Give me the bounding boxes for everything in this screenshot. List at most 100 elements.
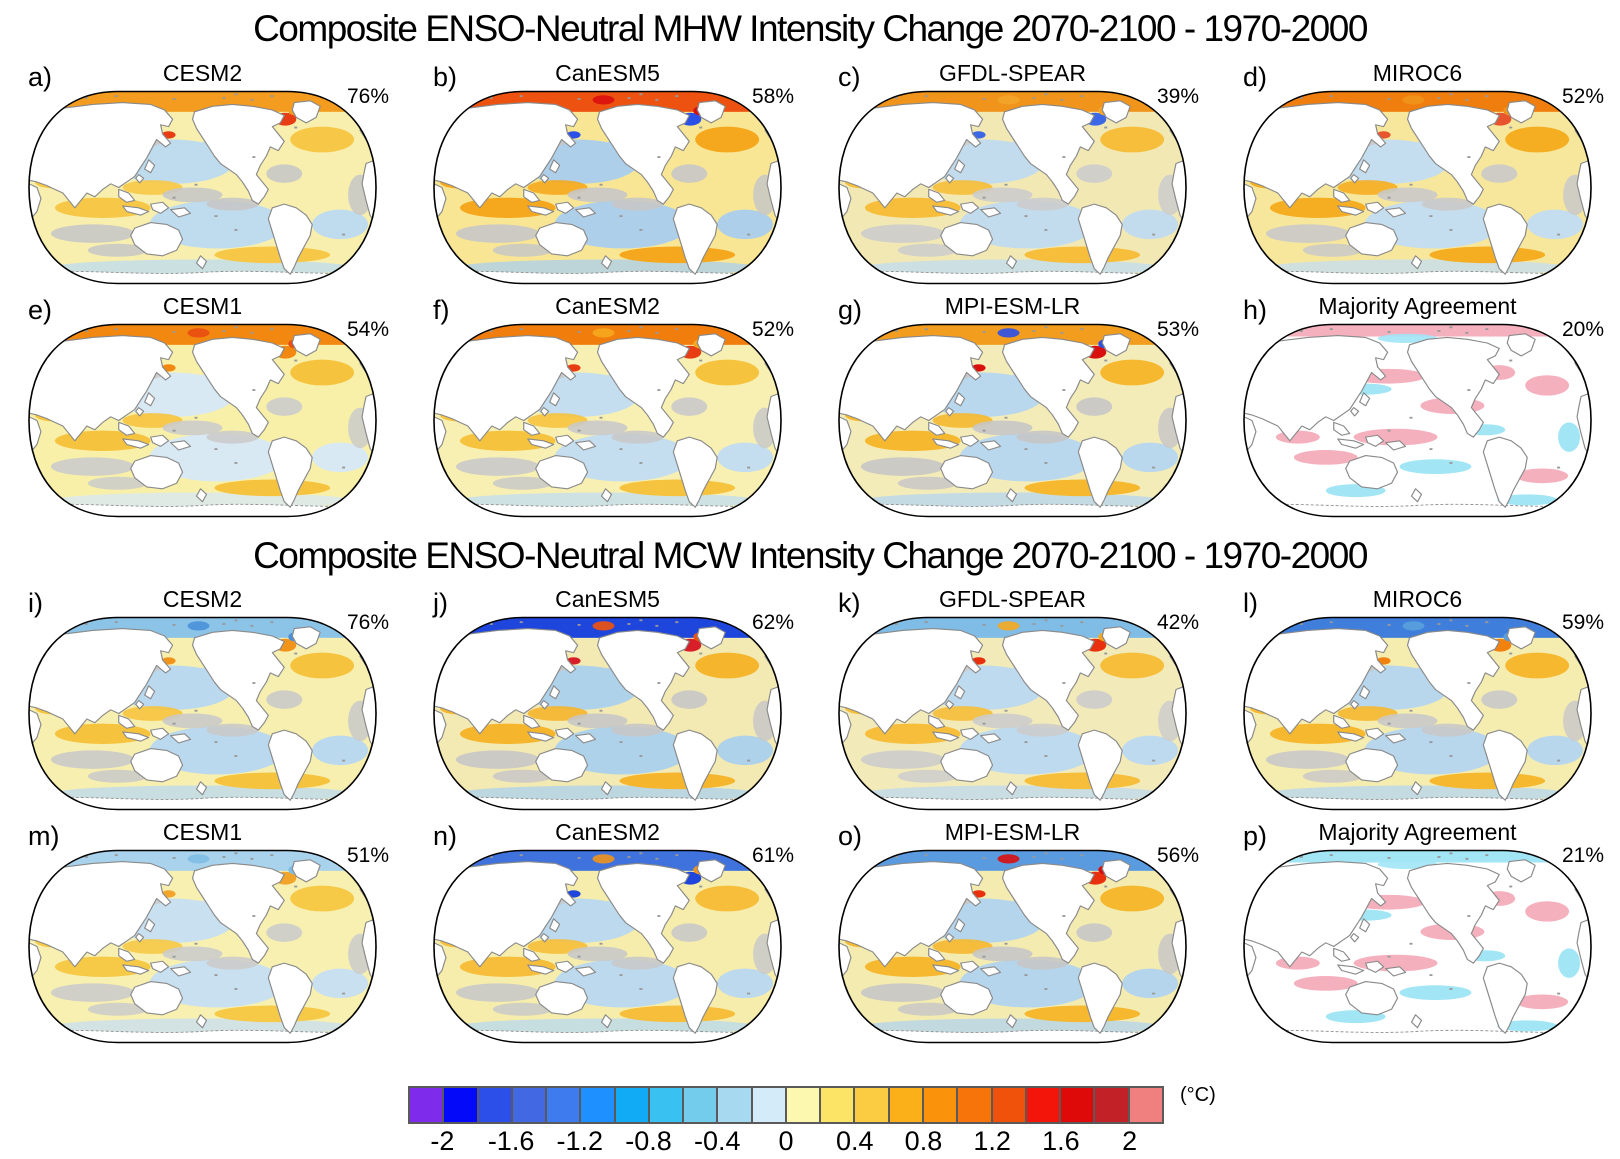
colorbar-cell: [647, 1086, 685, 1124]
colorbar-cell: [716, 1086, 753, 1124]
panel-label: c): [838, 62, 861, 92]
world-map: [23, 86, 382, 289]
map-panel: k) GFDL-SPEAR 42%: [810, 584, 1215, 817]
panel-model-name: GFDL-SPEAR: [939, 586, 1086, 612]
map-panel: l) MIROC6 59%: [1215, 584, 1620, 817]
colorbar-cell: [1059, 1086, 1096, 1124]
panel-model-name: MPI-ESM-LR: [944, 293, 1081, 319]
map-panel: d) MIROC6 52%: [1215, 58, 1620, 291]
world-map: [1238, 845, 1597, 1048]
world-map: [428, 319, 787, 522]
world-map: [1238, 612, 1597, 815]
world-map: [23, 612, 382, 815]
colorbar-cell: [819, 1086, 856, 1124]
panel-agreement-pct: 51%: [346, 844, 389, 867]
world-map: [1238, 86, 1597, 289]
colorbar-tick-label: -2: [430, 1126, 455, 1156]
colorbar-tick-label: -0.4: [694, 1126, 741, 1156]
colorbar-cell: [784, 1086, 822, 1124]
panel-model-name: Majority Agreement: [1318, 293, 1517, 319]
panel-model-name: CESM2: [162, 586, 243, 612]
colorbar-cell: [750, 1086, 787, 1124]
map-panel: j) CanESM5 62%: [405, 584, 810, 817]
panel-model-name: CanESM5: [555, 60, 660, 86]
panel-model-name: Majority Agreement: [1318, 819, 1517, 845]
colorbar-cell: [442, 1086, 479, 1124]
panel-agreement-pct: 76%: [346, 85, 389, 108]
world-map: [833, 845, 1192, 1048]
world-map: [23, 319, 382, 522]
panel-agreement-pct: 21%: [1561, 844, 1604, 867]
panel-model-name: MIROC6: [1372, 60, 1463, 86]
map-panel: f) CanESM2 52%: [405, 291, 810, 524]
panel-model-name: CanESM5: [555, 586, 660, 612]
panel-agreement-pct: 20%: [1561, 318, 1604, 341]
panel-model-name: MPI-ESM-LR: [944, 819, 1081, 845]
panel-agreement-pct: 52%: [751, 318, 794, 341]
colorbar-tick-label: 1.6: [1042, 1126, 1080, 1156]
panel-agreement-pct: 56%: [1156, 844, 1199, 867]
map-panel: a) CESM2 76%: [0, 58, 405, 291]
map-panel: n) CanESM2 61%: [405, 817, 810, 1050]
panel-label: o): [838, 821, 863, 851]
panel-model-name: MIROC6: [1372, 586, 1463, 612]
panel-label: j): [433, 588, 448, 618]
colorbar-tick-label: -1.2: [556, 1126, 604, 1156]
panel-agreement-pct: 61%: [751, 844, 794, 867]
colorbar-cell: [1024, 1086, 1062, 1124]
panel-agreement-pct: 59%: [1561, 611, 1604, 634]
colorbar-zone: -2 -1.6 -1.2 -0.8 -0.4 0 0.4 0.8 1.2 1.6 2 (°C): [0, 1050, 1620, 1159]
panel-model-name: CESM1: [162, 819, 243, 845]
colorbar-cell: [545, 1086, 582, 1124]
panel-agreement-pct: 52%: [1561, 85, 1604, 108]
colorbar-cell: [887, 1086, 924, 1124]
figure-title-mcw: Composite ENSO-Neutral MCW Intensity Cha…: [253, 535, 1368, 576]
panel-label: i): [28, 588, 43, 618]
colorbar-tick-label: -1.6: [487, 1126, 535, 1156]
colorbar-cell: [408, 1086, 445, 1124]
panel-grid-mcw: i) CESM2 76% j) CanESM5 62% k) GFDL-SPEA…: [0, 584, 1620, 1050]
panel-label: n): [433, 821, 458, 851]
world-map: [428, 86, 787, 289]
panel-label: d): [1243, 62, 1268, 92]
world-map: [428, 845, 787, 1048]
colorbar-cell: [956, 1086, 993, 1124]
colorbar-cell: [921, 1086, 959, 1124]
panel-label: m): [28, 821, 60, 851]
colorbar-cell: [1093, 1086, 1130, 1124]
colorbar-tick-label: -0.8: [625, 1126, 672, 1156]
panel-label: h): [1243, 295, 1268, 325]
panel-model-name: CESM1: [162, 293, 243, 319]
panel-model-name: CESM2: [162, 60, 243, 86]
world-map: [833, 319, 1192, 522]
panel-label: l): [1243, 588, 1258, 618]
panel-agreement-pct: 76%: [346, 611, 389, 634]
map-panel: m) CESM1 51%: [0, 817, 405, 1050]
colorbar-cell: [1127, 1086, 1164, 1124]
panel-agreement-pct: 53%: [1156, 318, 1199, 341]
map-panel: p) Majority Agreement 21%: [1215, 817, 1620, 1050]
figure-title-mhw: Composite ENSO-Neutral MHW Intensity Cha…: [253, 8, 1368, 49]
colorbar-cell: [682, 1086, 719, 1124]
map-panel: c) GFDL-SPEAR 39%: [810, 58, 1215, 291]
panel-label: k): [838, 588, 861, 618]
colorbar-cell: [476, 1086, 513, 1124]
panel-model-name: GFDL-SPEAR: [939, 60, 1086, 86]
map-panel: e) CESM1 54%: [0, 291, 405, 524]
panel-label: g): [838, 295, 863, 325]
colorbar-cell: [510, 1086, 548, 1124]
colorbar-tick-label: 0: [778, 1126, 794, 1156]
panel-agreement-pct: 54%: [346, 318, 389, 341]
colorbar: [408, 1086, 1164, 1124]
map-panel: o) MPI-ESM-LR 56%: [810, 817, 1215, 1050]
world-map: [833, 612, 1192, 815]
world-map: [833, 86, 1192, 289]
panel-model-name: CanESM2: [555, 819, 660, 845]
colorbar-tick-label: 0.8: [904, 1126, 943, 1156]
world-map: [1238, 319, 1597, 522]
world-map: [23, 845, 382, 1048]
map-panel: i) CESM2 76%: [0, 584, 405, 817]
colorbar-ticks: -2 -1.6 -1.2 -0.8 -0.4 0 0.4 0.8 1.2 1.6 2: [408, 1126, 1164, 1156]
panel-label: p): [1243, 821, 1268, 851]
